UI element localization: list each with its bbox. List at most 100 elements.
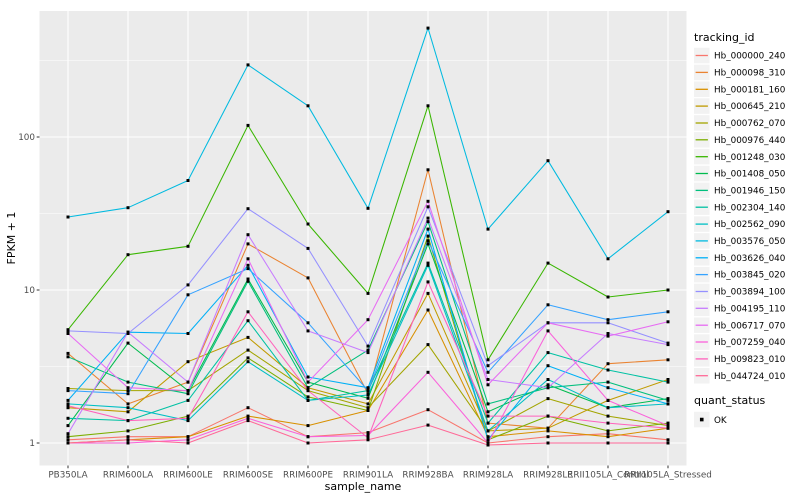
data-point-marker <box>366 431 370 435</box>
data-point-marker <box>66 406 70 410</box>
legend-title-quant-status: quant_status <box>694 394 766 407</box>
data-point-marker <box>366 438 370 442</box>
legend-item-Hb_002304_140: Hb_002304_140 <box>694 199 786 215</box>
data-point-marker <box>666 288 670 292</box>
data-point-marker <box>606 362 610 366</box>
data-point-marker <box>426 168 430 172</box>
data-point-marker <box>666 402 670 406</box>
legend-item-label: Hb_003845_020 <box>714 271 786 281</box>
data-point-marker <box>486 370 490 374</box>
legend-item-label: Hb_000181_160 <box>714 85 786 95</box>
legend-item-label: Hb_044724_010 <box>714 372 786 382</box>
data-point-marker <box>246 63 250 67</box>
data-point-marker <box>306 246 310 250</box>
data-point-marker <box>306 424 310 428</box>
data-point-marker <box>66 441 70 445</box>
data-point-marker <box>126 330 130 334</box>
data-point-marker <box>306 222 310 226</box>
data-point-marker <box>246 257 250 261</box>
data-point-marker <box>246 279 250 283</box>
data-point-marker <box>246 356 250 360</box>
data-point-marker <box>126 253 130 257</box>
data-point-marker <box>306 441 310 445</box>
data-point-marker <box>426 104 430 108</box>
data-point-marker <box>486 227 490 231</box>
data-point-marker <box>606 321 610 325</box>
data-point-marker <box>666 438 670 442</box>
data-point-marker <box>66 432 70 436</box>
data-point-marker <box>486 364 490 368</box>
data-point-marker <box>666 378 670 381</box>
legend-label-quant-ok: OK <box>714 416 727 426</box>
data-point-marker <box>666 397 670 401</box>
x-tick-label: RRII105LA_Stressed <box>624 471 712 481</box>
data-point-marker <box>426 239 430 243</box>
data-point-marker <box>246 267 250 271</box>
data-point-marker <box>126 441 130 445</box>
legend: Hb_000000_240 Hb_000098_310 Hb_000181_160 H… <box>694 47 786 428</box>
legend-item-label: Hb_001248_030 <box>714 153 786 163</box>
data-point-marker <box>546 261 550 265</box>
data-point-marker <box>426 227 430 231</box>
data-point-marker <box>606 318 610 322</box>
data-point-marker <box>66 435 70 439</box>
x-tick-label: RRIM928LA <box>463 471 513 481</box>
data-point-marker <box>66 402 70 406</box>
legend-item-label: Hb_003626_040 <box>714 254 786 264</box>
data-point-marker <box>546 159 550 163</box>
data-point-marker <box>426 370 430 374</box>
legend-item-Hb_002562_090: Hb_002562_090 <box>694 216 786 232</box>
data-point-marker <box>126 438 130 442</box>
data-point-marker <box>546 426 550 430</box>
data-point-marker <box>546 321 550 325</box>
data-point-marker <box>306 375 310 379</box>
data-point-marker <box>306 380 310 384</box>
data-point-marker <box>66 389 70 393</box>
data-point-marker <box>606 380 610 384</box>
data-point-marker <box>66 355 70 359</box>
data-point-marker <box>366 386 370 390</box>
legend-item-label: Hb_004195_110 <box>714 304 786 314</box>
data-point-marker <box>306 276 310 280</box>
data-point-marker <box>126 419 130 423</box>
data-point-marker <box>186 398 190 402</box>
data-point-marker <box>666 426 670 430</box>
data-point-marker <box>246 419 250 423</box>
data-point-marker <box>426 242 430 246</box>
data-point-marker <box>486 435 490 439</box>
data-point-marker <box>486 383 490 387</box>
data-point-marker <box>126 380 130 384</box>
data-point-marker <box>186 389 190 393</box>
data-point-marker <box>246 406 250 410</box>
data-point-marker <box>366 291 370 295</box>
data-point-marker <box>546 303 550 307</box>
data-point-marker <box>666 343 670 347</box>
data-point-marker <box>246 310 250 314</box>
data-point-marker <box>306 321 310 325</box>
data-point-marker <box>666 310 670 314</box>
y-axis-title: FPKM + 1 <box>5 212 18 265</box>
data-point-marker <box>666 320 670 324</box>
data-point-marker <box>306 395 310 399</box>
legend-item-label: Hb_007259_040 <box>714 338 786 348</box>
data-point-marker <box>66 398 70 402</box>
legend-item-Hb_001248_030: Hb_001248_030 <box>694 148 786 165</box>
data-point-marker <box>486 429 490 433</box>
data-point-marker <box>246 416 250 420</box>
legend-item-label: Hb_000645_210 <box>714 102 786 112</box>
legend-item-label: Hb_009823_010 <box>714 355 786 365</box>
data-point-marker <box>366 402 370 406</box>
data-point-marker <box>666 380 670 384</box>
legend-item-quant-ok <box>694 411 710 428</box>
data-point-marker <box>126 392 130 396</box>
legend-key-point <box>699 417 704 422</box>
data-point-marker <box>666 441 670 445</box>
data-point-marker <box>366 344 370 348</box>
data-point-marker <box>486 421 490 425</box>
data-point-marker <box>486 441 490 445</box>
legend-item-label: Hb_001408_050 <box>714 170 786 180</box>
data-point-marker <box>186 332 190 335</box>
data-point-marker <box>126 435 130 439</box>
x-tick-label: RRII105LA_Control <box>567 471 649 481</box>
